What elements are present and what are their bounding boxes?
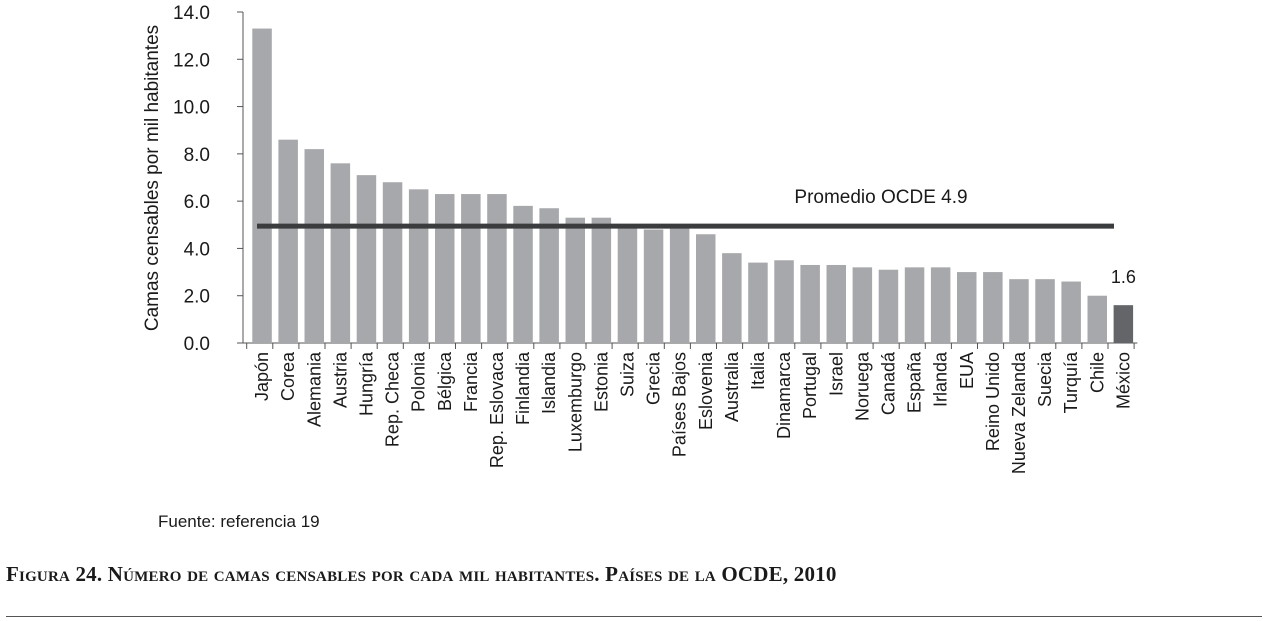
- x-tick-label: Israel: [826, 352, 846, 396]
- bar: [382, 182, 403, 343]
- bar: [852, 267, 873, 343]
- y-tick-label: 14.0: [173, 3, 210, 24]
- x-tick-label: Dinamarca: [774, 351, 794, 439]
- bar: [826, 264, 846, 343]
- bar: [356, 175, 377, 343]
- bar-chart: 0.0 2.0 4.0 6.0 8.0 10.0 12.0 14.0 Japón Corea Al…: [142, 3, 1138, 474]
- y-tick-label: 12.0: [173, 50, 210, 71]
- x-tick-label: Finlandia: [513, 351, 533, 425]
- bar: [435, 194, 455, 343]
- bar: [957, 272, 977, 343]
- bar: [513, 205, 533, 343]
- bar: [252, 28, 272, 344]
- x-tick-label: Grecia: [644, 351, 664, 405]
- bar: [278, 139, 298, 343]
- bar: [304, 149, 324, 343]
- bar: [330, 163, 351, 343]
- x-tick-label: Rep. Checa: [383, 351, 403, 447]
- y-tick-label: 0.0: [184, 334, 210, 355]
- bar: [487, 194, 507, 343]
- x-tick-label: Nueva Zelanda: [1009, 351, 1029, 474]
- bar: [748, 262, 768, 343]
- x-tick-label: Estonia: [591, 351, 611, 412]
- x-tick-label: Turquía: [1061, 351, 1081, 413]
- x-tick-label: Canadá: [878, 351, 898, 415]
- bar: [539, 208, 559, 343]
- x-tick-label: Portugal: [800, 352, 820, 419]
- x-tick-label: Chile: [1087, 352, 1107, 393]
- x-tick-label: España: [905, 351, 925, 413]
- x-tick-label: Polonia: [409, 351, 429, 412]
- x-tick-label: Italia: [748, 351, 768, 390]
- source-note: Fuente: referencia 19: [158, 512, 320, 531]
- y-tick-label: 10.0: [173, 98, 210, 119]
- bar: [696, 234, 716, 343]
- bar: [617, 227, 638, 343]
- bars: [252, 28, 1134, 344]
- x-tick-label: Australia: [722, 351, 742, 422]
- x-tick-label: Islandia: [539, 351, 559, 414]
- bar: [461, 194, 481, 343]
- x-tick-label: Suiza: [617, 351, 637, 397]
- bar: [722, 253, 742, 343]
- bar: [408, 189, 429, 343]
- x-tick-label: Eslovenia: [696, 351, 716, 430]
- y-tick-label: 6.0: [184, 192, 210, 213]
- bar: [1113, 305, 1134, 343]
- bottom-divider: [6, 616, 1262, 617]
- x-tick-label: Suecia: [1035, 351, 1055, 407]
- x-tick-label: México: [1113, 352, 1133, 409]
- x-tick-label: Austria: [330, 351, 350, 408]
- x-tick-label: Reino Unido: [983, 352, 1003, 451]
- highlight-value-label: 1.6: [1111, 267, 1136, 287]
- y-tick-label: 4.0: [184, 239, 210, 260]
- x-tick-label: Rep. Eslovaca: [487, 351, 507, 468]
- bar: [1087, 295, 1107, 343]
- reference-line-label: Promedio OCDE 4.9: [794, 187, 967, 208]
- figure-caption: Figura 24. Número de camas censables por…: [6, 562, 837, 586]
- y-tick-label: 2.0: [184, 287, 210, 308]
- bar: [1035, 279, 1055, 343]
- x-tick-label: Alemania: [304, 351, 324, 427]
- bar: [800, 264, 820, 343]
- bar: [591, 217, 612, 343]
- bar: [904, 267, 925, 343]
- x-tick-label: Irlanda: [931, 351, 951, 407]
- bar: [1061, 281, 1081, 343]
- x-tick-label: Luxemburgo: [565, 352, 585, 452]
- x-tick-label: Corea: [278, 351, 298, 401]
- x-tick-label: Japón: [252, 352, 272, 401]
- bar: [565, 217, 585, 343]
- x-tick-label: Hungría: [356, 351, 376, 416]
- bar: [1009, 279, 1029, 343]
- x-tick-label: EUA: [957, 352, 977, 389]
- x-tick-label: Francia: [461, 351, 481, 412]
- x-axis-labels: Japón Corea Alemania Austria Hungría Rep. Che…: [252, 351, 1133, 474]
- y-axis-title: Camas censables por mil habitantes: [142, 25, 163, 331]
- bar: [878, 269, 899, 343]
- bar: [983, 272, 1003, 343]
- x-tick-label: Noruega: [852, 351, 872, 421]
- x-tick-label: Bélgica: [435, 351, 455, 411]
- y-tick-label: 8.0: [184, 145, 210, 166]
- bar: [669, 224, 690, 343]
- bar: [930, 267, 951, 343]
- bar: [643, 229, 664, 343]
- bar: [774, 260, 794, 343]
- x-tick-label: Países Bajos: [670, 352, 690, 457]
